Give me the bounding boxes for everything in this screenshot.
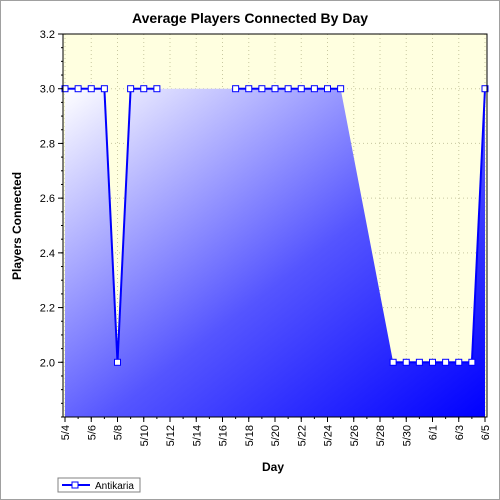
data-point — [114, 358, 121, 366]
line-segment — [103, 88, 119, 363]
data-point — [402, 358, 410, 366]
data-point — [100, 85, 108, 93]
y-tick-label: 2.8 — [40, 138, 55, 150]
data-point — [232, 85, 240, 93]
x-tick-label: 5/22 — [296, 425, 308, 446]
x-tick-label: 6/3 — [454, 425, 466, 440]
line-segment — [116, 88, 132, 363]
x-axis-label: Day — [262, 460, 284, 474]
data-point — [310, 85, 318, 93]
x-tick-label: 5/24 — [323, 425, 335, 446]
legend-label: Antikaria — [95, 481, 134, 492]
x-tick-label: 6/1 — [428, 425, 440, 440]
y-tick-label: 3.0 — [40, 84, 55, 96]
x-tick-label: 5/8 — [113, 425, 125, 440]
chart-title: Average Players Connected By Day — [132, 10, 368, 26]
y-axis-label: Players Connected — [10, 172, 24, 280]
line-segment — [470, 88, 486, 363]
y-tick-label: 2.4 — [40, 248, 55, 260]
data-point — [258, 85, 266, 93]
area-fill — [65, 88, 485, 417]
data-point — [153, 85, 161, 93]
x-tick-label: 5/10 — [139, 425, 151, 446]
y-tick-label: 2.2 — [40, 303, 55, 315]
data-point — [429, 358, 436, 366]
data-point — [297, 85, 305, 93]
x-tick-label: 6/5 — [480, 425, 492, 440]
data-point — [271, 85, 279, 93]
x-axis: 5/4 5/6 5/8 5/10 5/12 5/14 5/16 5/18 5/20 5/22 5/2… — [60, 417, 492, 446]
x-tick-label: 5/18 — [244, 425, 256, 446]
data-point — [337, 85, 345, 93]
area-series-0 — [65, 88, 485, 417]
data-point — [481, 85, 489, 93]
x-tick-label: 5/26 — [349, 425, 361, 446]
legend-marker-swatch — [71, 481, 79, 489]
data-point — [74, 85, 82, 93]
x-tick-label: 5/16 — [218, 425, 230, 446]
data-point — [324, 85, 331, 93]
x-tick-label: 5/30 — [401, 425, 413, 446]
data-point — [389, 358, 397, 366]
data-point — [442, 358, 450, 366]
data-point — [455, 358, 463, 366]
x-tick-label: 5/12 — [165, 425, 177, 446]
series-points — [61, 85, 489, 366]
y-tick-label: 2.0 — [40, 357, 55, 369]
data-point — [87, 85, 95, 93]
x-tick-label: 5/4 — [60, 425, 72, 440]
y-tick-label: 3.2 — [40, 29, 55, 41]
data-point — [284, 85, 292, 93]
data-point — [127, 85, 135, 93]
data-point — [415, 358, 423, 366]
data-point — [140, 85, 148, 93]
x-tick-label: 5/14 — [191, 425, 203, 446]
legend: Antikaria — [57, 477, 141, 493]
y-axis: 2.0 2.2 2.4 2.6 2.8 3.0 3.2 — [40, 29, 63, 418]
data-point — [245, 85, 253, 93]
x-tick-label: 5/20 — [270, 425, 282, 446]
data-point — [468, 358, 476, 366]
y-tick-label: 2.6 — [40, 193, 55, 205]
x-tick-label: 5/28 — [375, 425, 387, 446]
x-tick-label: 5/6 — [86, 425, 98, 440]
